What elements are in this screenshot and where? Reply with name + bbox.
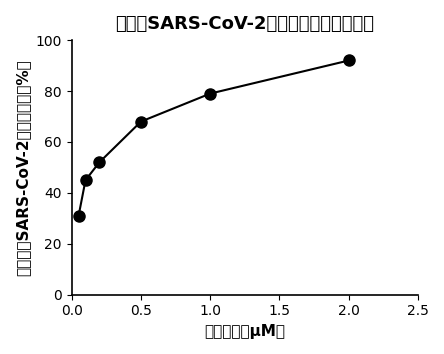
Y-axis label: 药物抑制SARS-CoV-2复制的效率（%）: 药物抑制SARS-CoV-2复制的效率（%） <box>15 59 30 276</box>
X-axis label: 药物浓度（μM）: 药物浓度（μM） <box>204 324 285 339</box>
Title: 药物对SARS-CoV-2复制的抑制（细胞内）: 药物对SARS-CoV-2复制的抑制（细胞内） <box>115 15 374 33</box>
